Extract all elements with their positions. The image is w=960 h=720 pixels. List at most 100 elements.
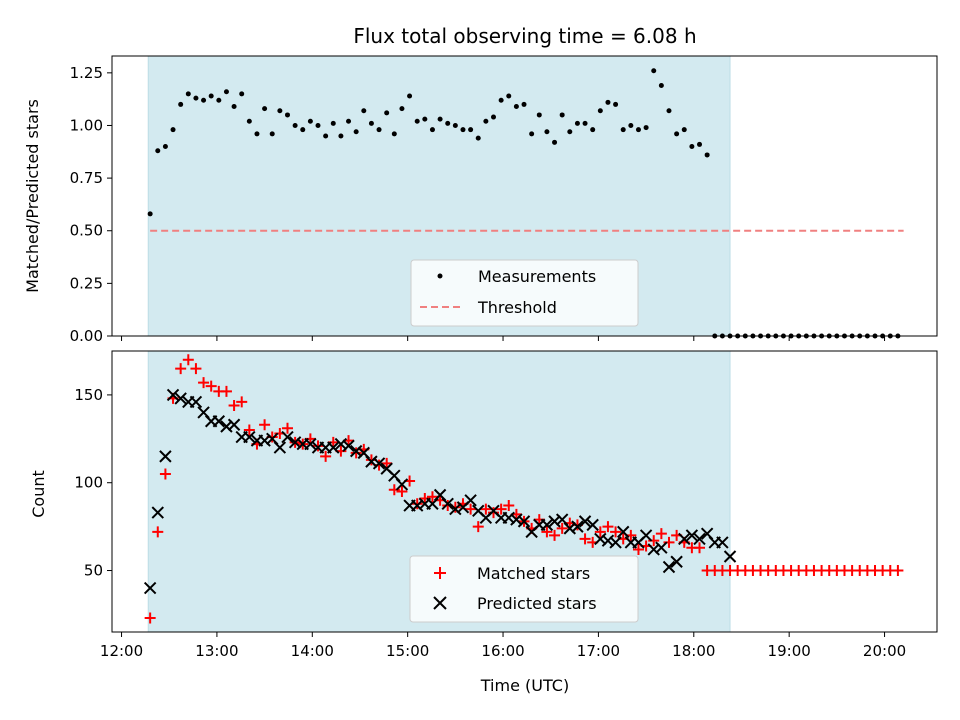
measurement-point — [651, 68, 657, 74]
measurement-point — [475, 135, 481, 141]
predicted-star-point — [662, 560, 676, 574]
matched-star-point — [396, 486, 408, 497]
predicted-star-point — [670, 555, 683, 568]
predicted-star-point — [601, 534, 615, 547]
measurement-point — [307, 118, 313, 124]
chart-title: Flux total observing time = 6.08 h — [353, 24, 696, 48]
measurement-point — [407, 93, 413, 99]
matched-star-point — [480, 503, 492, 515]
measurement-point — [658, 82, 664, 88]
predicted-star-point — [594, 532, 607, 546]
matched-star-point — [610, 526, 622, 538]
matched-star-point — [182, 354, 194, 366]
measurement-point — [170, 127, 176, 133]
predicted-star-point — [258, 434, 271, 447]
measurement-point — [552, 139, 558, 145]
measurement-point — [353, 129, 359, 135]
measurement-point — [384, 110, 390, 116]
top-y-tick-label: 0.25 — [70, 274, 103, 292]
measurement-point — [216, 97, 222, 103]
bottom-y-tick-label: 150 — [74, 386, 103, 404]
top-y-tick-label: 1.00 — [70, 116, 103, 134]
predicted-star-point — [540, 518, 554, 532]
legend-measurements-label: Measurements — [478, 267, 596, 286]
measurement-point — [254, 131, 260, 137]
predicted-star-point — [723, 550, 737, 563]
measurement-point — [178, 101, 184, 107]
top-y-tick-label: 0.50 — [70, 222, 103, 240]
measurement-point — [529, 131, 535, 137]
matched-star-point — [175, 363, 187, 375]
measurement-point — [666, 108, 672, 114]
predicted-star-point — [334, 437, 348, 451]
predicted-star-point — [304, 437, 317, 451]
measurement-point — [437, 116, 443, 122]
measurement-point — [193, 95, 199, 101]
matched-star-point — [236, 396, 248, 408]
predicted-star-point — [502, 511, 515, 525]
bottom-y-tick-label: 50 — [84, 562, 103, 580]
x-tick-label: 17:00 — [577, 642, 620, 660]
matched-star-point — [243, 424, 255, 436]
predicted-star-point — [349, 444, 363, 458]
measurement-point — [635, 127, 641, 133]
matched-star-point — [281, 422, 293, 434]
measurement-point — [697, 141, 703, 147]
predicted-star-point — [548, 515, 561, 528]
measurement-point — [445, 120, 451, 126]
predicted-star-point — [510, 513, 523, 526]
matched-star-point — [426, 491, 438, 503]
matched-star-point — [495, 503, 507, 515]
predicted-star-point — [464, 494, 477, 507]
measurement-point — [338, 133, 344, 139]
matched-star-point — [320, 450, 332, 462]
x-tick-label: 15:00 — [386, 642, 429, 660]
measurement-point — [590, 127, 596, 133]
measurement-point — [567, 129, 573, 135]
bottom-plot-frame — [111, 350, 938, 633]
measurement-point — [681, 127, 687, 133]
predicted-star-point — [151, 506, 164, 519]
measurement-point — [269, 131, 275, 137]
measurement-point — [155, 148, 161, 154]
measurement-point — [323, 133, 329, 139]
matched-star-point — [892, 565, 904, 577]
matched-star-point — [159, 468, 171, 480]
legend-predicted-label: Predicted stars — [477, 594, 597, 613]
x-tick-label: 19:00 — [768, 642, 811, 660]
predicted-star-point — [449, 502, 462, 516]
x-tick-label: 14:00 — [291, 642, 334, 660]
matched-star-point — [556, 522, 568, 534]
matched-star-point — [632, 543, 644, 555]
predicted-star-point — [327, 441, 340, 454]
matched-star-point — [198, 377, 210, 389]
legend-measurements-marker — [437, 273, 443, 279]
predicted-star-point — [441, 497, 454, 511]
measurement-point — [223, 89, 229, 95]
measurement-point — [162, 144, 168, 150]
top-plot-frame — [111, 55, 938, 337]
matched-star-point — [220, 385, 232, 397]
x-tick-label: 20:00 — [863, 642, 906, 660]
measurement-point — [262, 106, 268, 112]
matched-star-point — [472, 521, 484, 533]
legend-matched-marker — [434, 567, 446, 579]
measurement-point — [414, 118, 420, 124]
measurement-point — [361, 108, 367, 114]
measurement-point — [559, 112, 565, 118]
measurement-point — [544, 129, 550, 135]
x-axis-label: Time (UTC) — [480, 676, 569, 695]
measurement-point — [239, 91, 245, 97]
predicted-star-point — [617, 525, 630, 539]
matched-star-point — [694, 542, 706, 554]
top-panel: 0.00 0.25 0.50 0.75 1.00 1.25 Matched/Predict… — [23, 55, 938, 345]
measurement-point — [628, 122, 634, 128]
measurement-point — [452, 122, 458, 128]
matched-star-point — [541, 526, 553, 538]
matched-star-point — [144, 612, 156, 624]
measurement-point — [597, 108, 603, 114]
top-legend: Measurements Threshold — [410, 259, 639, 327]
predicted-star-point — [639, 529, 653, 542]
matched-star-point — [594, 526, 606, 538]
